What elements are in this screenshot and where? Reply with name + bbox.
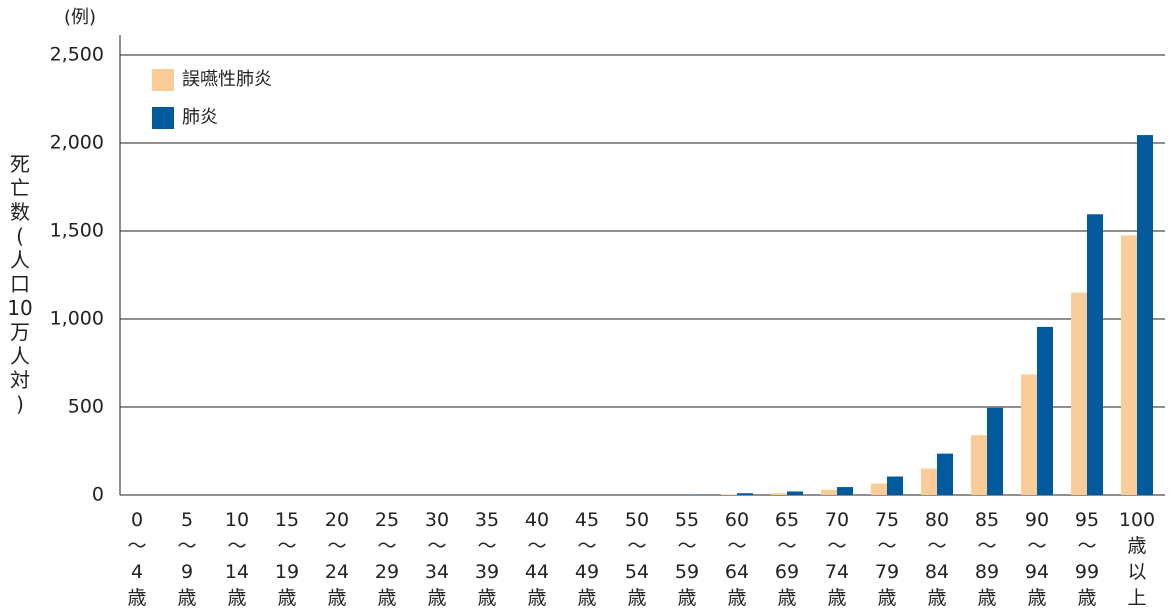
x-tick-label: 40 〜 44 歳 — [525, 509, 549, 608]
bar — [787, 491, 803, 495]
x-tick-label: 60 〜 64 歳 — [725, 509, 749, 608]
x-tick-label: 85 〜 89 歳 — [975, 509, 999, 608]
bar — [987, 407, 1003, 495]
legend-label: 誤嚥性肺炎 — [182, 69, 272, 90]
bar — [721, 494, 737, 495]
x-tick-label: 5 〜 9 歳 — [177, 509, 196, 608]
x-tick-label: 55 〜 59 歳 — [675, 509, 699, 608]
legend-swatch — [152, 107, 174, 129]
y-tick-label: 0 — [92, 484, 104, 506]
x-tick-label: 75 〜 79 歳 — [875, 509, 899, 608]
y-axis-label: 死亡数(人口 10 万人対) — [7, 152, 32, 416]
bar — [1071, 292, 1087, 495]
x-tick-label: 65 〜 69 歳 — [775, 509, 799, 608]
y-unit: (例) — [64, 7, 96, 28]
x-tick-label: 45 〜 49 歳 — [575, 509, 599, 608]
x-tick-label: 10 〜 14 歳 — [225, 509, 249, 608]
bar — [837, 487, 853, 495]
x-tick-label: 0 〜 4 歳 — [127, 509, 146, 608]
x-tick-label: 20 〜 24 歳 — [325, 509, 349, 608]
bar — [1121, 235, 1137, 495]
bar — [971, 435, 987, 495]
y-tick-label: 1,500 — [50, 220, 104, 242]
bar — [871, 483, 887, 495]
x-tick-label: 30 〜 34 歳 — [425, 509, 449, 608]
x-tick-label: 15 〜 19 歳 — [275, 509, 299, 608]
x-tick-label: 35 〜 39 歳 — [475, 509, 499, 608]
bar — [771, 493, 787, 495]
bar — [887, 476, 903, 495]
y-tick-label: 2,500 — [50, 44, 104, 66]
x-tick-label: 95 〜 99 歳 — [1075, 509, 1099, 608]
legend-label: 肺炎 — [182, 107, 218, 128]
bar — [1087, 214, 1103, 495]
y-tick-label: 500 — [68, 396, 104, 418]
bar — [737, 493, 753, 495]
x-tick-label: 80 〜 84 歳 — [925, 509, 949, 608]
y-tick-label: 2,000 — [50, 132, 104, 154]
bar — [821, 489, 837, 495]
x-tick-label: 70 〜 74 歳 — [825, 509, 849, 608]
bar — [921, 468, 937, 495]
x-tick-label: 50 〜 54 歳 — [625, 509, 649, 608]
bar — [1037, 326, 1053, 495]
x-tick-label: 100 歳以上 — [1119, 509, 1155, 608]
x-tick-label: 90 〜 94 歳 — [1025, 509, 1049, 608]
legend-swatch — [152, 69, 174, 91]
bar — [1021, 374, 1037, 495]
bar — [1137, 135, 1153, 495]
y-tick-label: 1,000 — [50, 308, 104, 330]
bar — [937, 453, 953, 495]
x-tick-label: 25 〜 29 歳 — [375, 509, 399, 608]
